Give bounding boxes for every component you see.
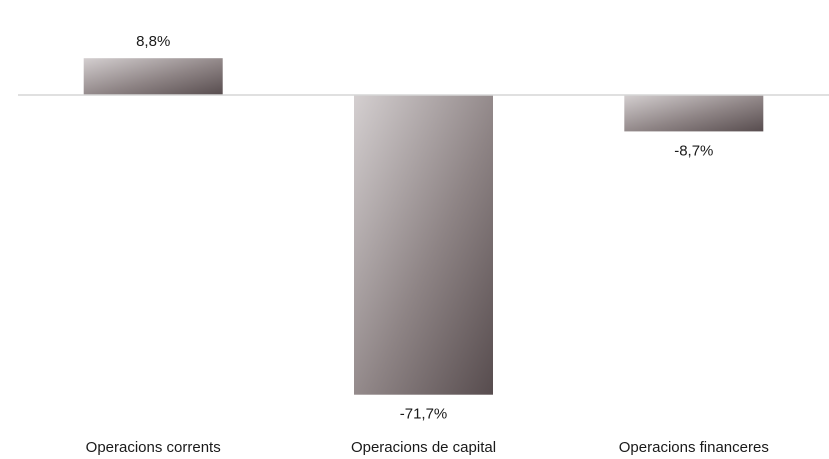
category-label-1: Operacions corrents [86, 439, 221, 456]
category-label-2: Operacions de capital [351, 439, 496, 456]
bar-1 [83, 58, 223, 95]
category-label-3: Operacions financeres [619, 439, 769, 456]
data-label-2: -71,7% [400, 406, 448, 423]
bars-layer [83, 58, 764, 395]
data-label-3: -8,7% [674, 142, 713, 159]
bar-2 [354, 95, 493, 395]
labels-layer: 8,8% Operacions corrents -71,7% Operacions … [86, 33, 769, 456]
bar-3 [624, 95, 764, 132]
data-label-1: 8,8% [136, 33, 170, 50]
